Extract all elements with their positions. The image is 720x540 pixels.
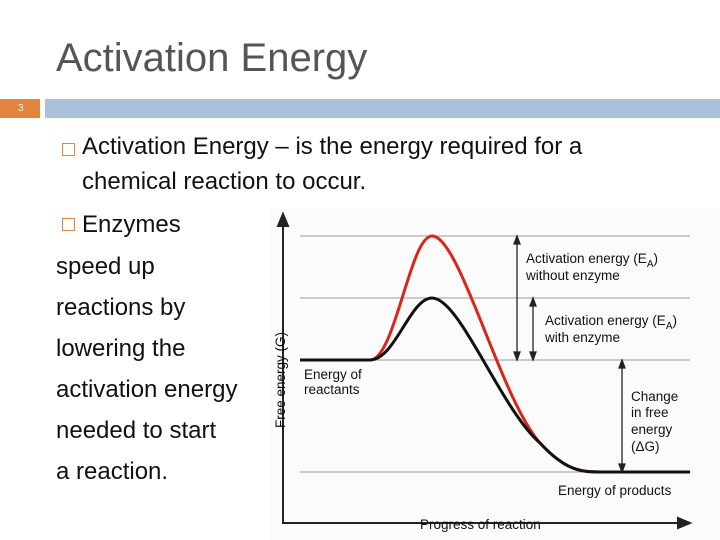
- arrows: [513, 234, 626, 474]
- slide-title: Activation Energy: [56, 36, 368, 80]
- text-line: speed up: [56, 253, 155, 280]
- text-line: chemical reaction to occur.: [82, 168, 367, 195]
- change-label: energy: [631, 422, 673, 437]
- x-axis-label: Progress of reaction: [420, 517, 541, 532]
- bullet-text: speed up reactions by lowering the activ…: [56, 246, 237, 492]
- label-bg: [522, 246, 690, 286]
- ea-with-label: with enzyme: [544, 330, 620, 345]
- reactants-label: Energy of: [304, 367, 362, 382]
- change-label: in free: [631, 405, 669, 420]
- text-line: Enzymes: [82, 211, 181, 238]
- text-line: needed to start: [56, 417, 217, 444]
- catalyzed-curve: [300, 296, 690, 474]
- header-bar: [45, 99, 720, 118]
- text-line: reactions by: [56, 294, 186, 321]
- bullet-text: Enzymes: [82, 204, 181, 245]
- bullet-text: Activation Energy – is the energy requir…: [82, 129, 582, 199]
- change-label: (ΔG): [631, 439, 660, 454]
- change-label: Change: [631, 389, 678, 404]
- slide-number: 3: [0, 99, 40, 118]
- energy-diagram: Activation energy (EA) without enzyme Ac…: [270, 208, 720, 540]
- ea-without-label: Activation energy (EA): [526, 251, 658, 270]
- label-bg: [540, 308, 710, 348]
- text-line: lowering the: [56, 335, 186, 362]
- bullet-icon: [62, 143, 75, 156]
- ea-without-label: without enzyme: [525, 268, 620, 283]
- ea-with-label: Activation energy (EA): [545, 313, 677, 332]
- products-label: Energy of products: [558, 483, 672, 498]
- y-axis-label: Free energy (G): [273, 332, 288, 428]
- text-line: a reaction.: [56, 458, 169, 485]
- axes: [276, 211, 693, 530]
- reactants-label: reactants: [304, 382, 360, 397]
- text-line: activation energy: [56, 376, 238, 403]
- bullet-icon: [62, 218, 75, 231]
- text-line: Activation Energy – is the energy requir…: [82, 133, 583, 160]
